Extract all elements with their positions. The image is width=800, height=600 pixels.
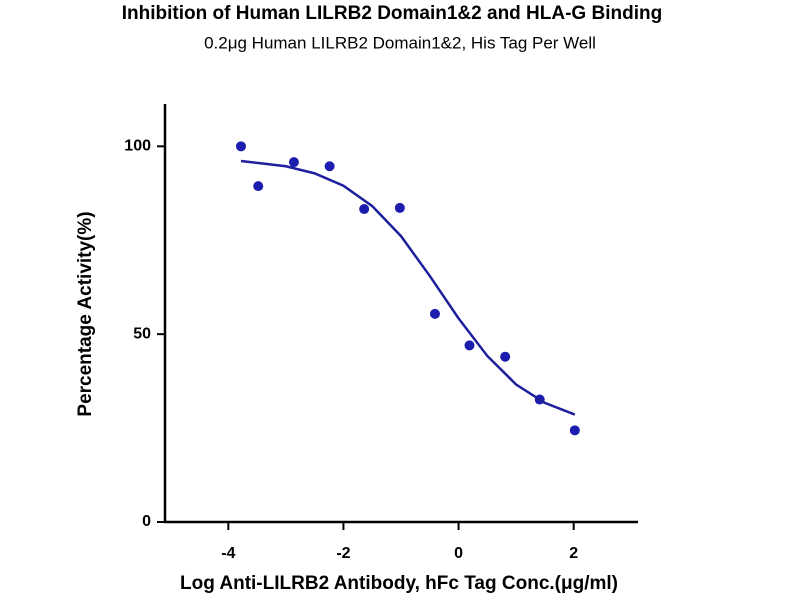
chart-subtitle: 0.2μg Human LILRB2 Domain1&2, His Tag Pe… (204, 33, 596, 52)
y-tick-label: 0 (142, 513, 151, 530)
chart-title: Inhibition of Human LILRB2 Domain1&2 and… (122, 3, 662, 24)
x-axis-label: Log Anti-LILRB2 Antibody, hFc Tag Conc.(… (180, 573, 618, 594)
y-tick-label: 100 (124, 138, 151, 155)
y-axis-label: Percentage Activity(%) (75, 211, 96, 416)
x-tick-label: 0 (454, 545, 463, 562)
data-point (253, 181, 264, 192)
data-point (569, 425, 580, 436)
data-point (235, 141, 246, 152)
data-point (359, 204, 370, 215)
data-point (464, 340, 475, 351)
data-point (429, 308, 440, 319)
data-point (394, 202, 405, 213)
x-tick-label: 2 (569, 545, 578, 562)
data-point (500, 351, 511, 362)
x-tick-label: -4 (221, 545, 235, 562)
y-tick-label: 50 (133, 325, 151, 342)
data-point (288, 157, 299, 168)
x-tick-label: -2 (336, 545, 350, 562)
fit-curve (240, 159, 576, 416)
data-point (324, 161, 335, 172)
